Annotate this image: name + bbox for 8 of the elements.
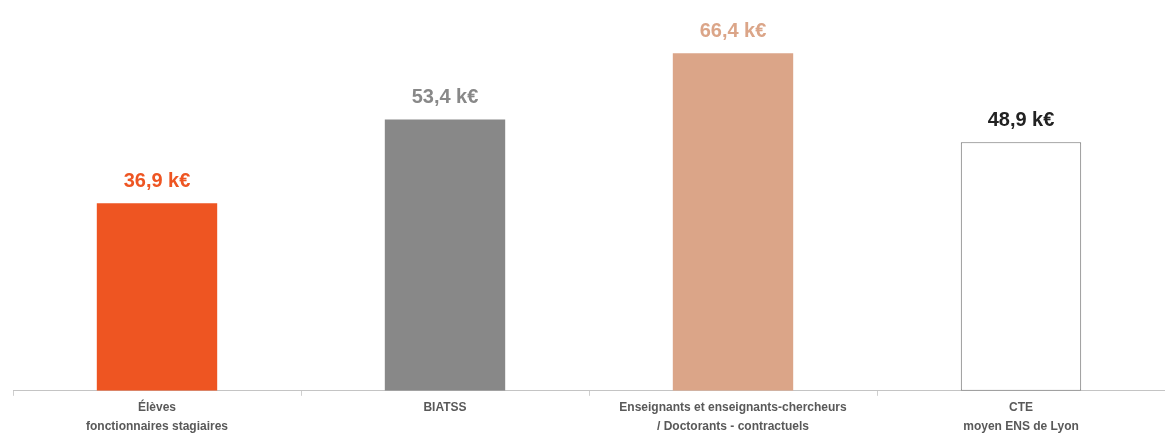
x-tick-label: BIATSS [423,400,467,415]
x-tick-label: CTE moyen ENS de Lyon [963,400,1079,434]
data-label: 36,9 k€ [123,169,191,192]
x-tick-label: Enseignants et enseignants-chercheurs / Doctorants - contractuels [619,400,848,434]
x-tick-label: Élèves fonctionnaires stagiaires [85,399,229,434]
data-label: 48,9 k€ [987,108,1055,131]
data-label: 66,4 k€ [699,19,767,42]
data-label: 53,4 k€ [411,85,479,108]
